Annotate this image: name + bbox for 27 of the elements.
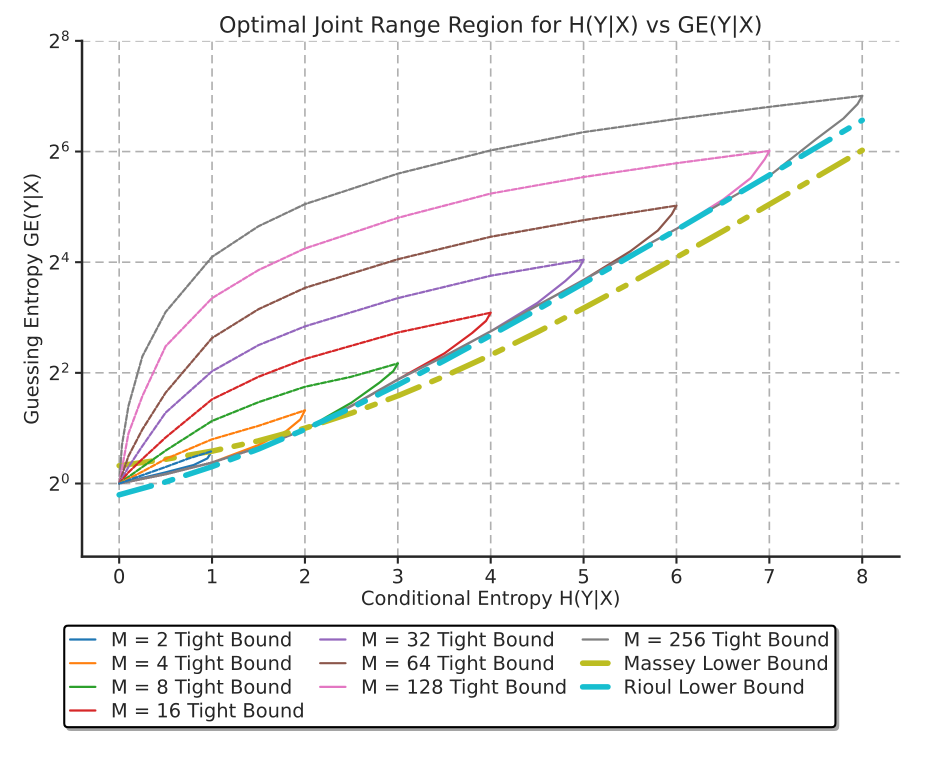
legend-label: Rioul Lower Bound (625, 678, 804, 694)
x-tick-label: 5 (578, 569, 588, 584)
chart-title: Optimal Joint Range Region for H(Y|X) vs GE(Y|X) (220, 16, 761, 38)
legend-label: M = 4 Tight Bound (112, 655, 290, 674)
legend-label: M = 16 Tight Bound (112, 702, 303, 722)
x-tick-label: 6 (672, 568, 682, 584)
y-tick-label: 2$^{0}$ (50, 473, 69, 491)
x-tick-label: 1 (208, 569, 216, 584)
x-axis-title: Conditional Entropy H(Y|X) (362, 590, 619, 610)
y-axis-title: Guessing Entropy GE(Y|X) (23, 174, 43, 424)
y-tick-label: 2$^{4}$ (50, 252, 69, 270)
y-tick-label: 2$^{8}$ (50, 30, 69, 48)
legend-label: M = 32 Tight Bound (362, 632, 553, 650)
legend-label: Massey Lower Bound (625, 655, 827, 674)
x-tick-label: 0 (114, 568, 124, 584)
x-tick-label: 8 (857, 568, 868, 584)
legend-label: M = 8 Tight Bound (112, 678, 290, 698)
y-tick-label: 2$^{2}$ (50, 362, 68, 380)
legend-label: M = 2 Tight Bound (112, 632, 290, 650)
x-tick-label: 4 (485, 569, 496, 584)
legend-label: M = 128 Tight Bound (362, 678, 566, 698)
x-tick-label: 3 (393, 568, 402, 584)
legend-label: M = 64 Tight Bound (362, 655, 553, 674)
y-tick-label: 2$^{6}$ (50, 141, 69, 159)
legend-label: M = 256 Tight Bound (625, 632, 828, 650)
x-tick-label: 7 (764, 569, 774, 584)
x-tick-label: 2 (300, 568, 310, 584)
